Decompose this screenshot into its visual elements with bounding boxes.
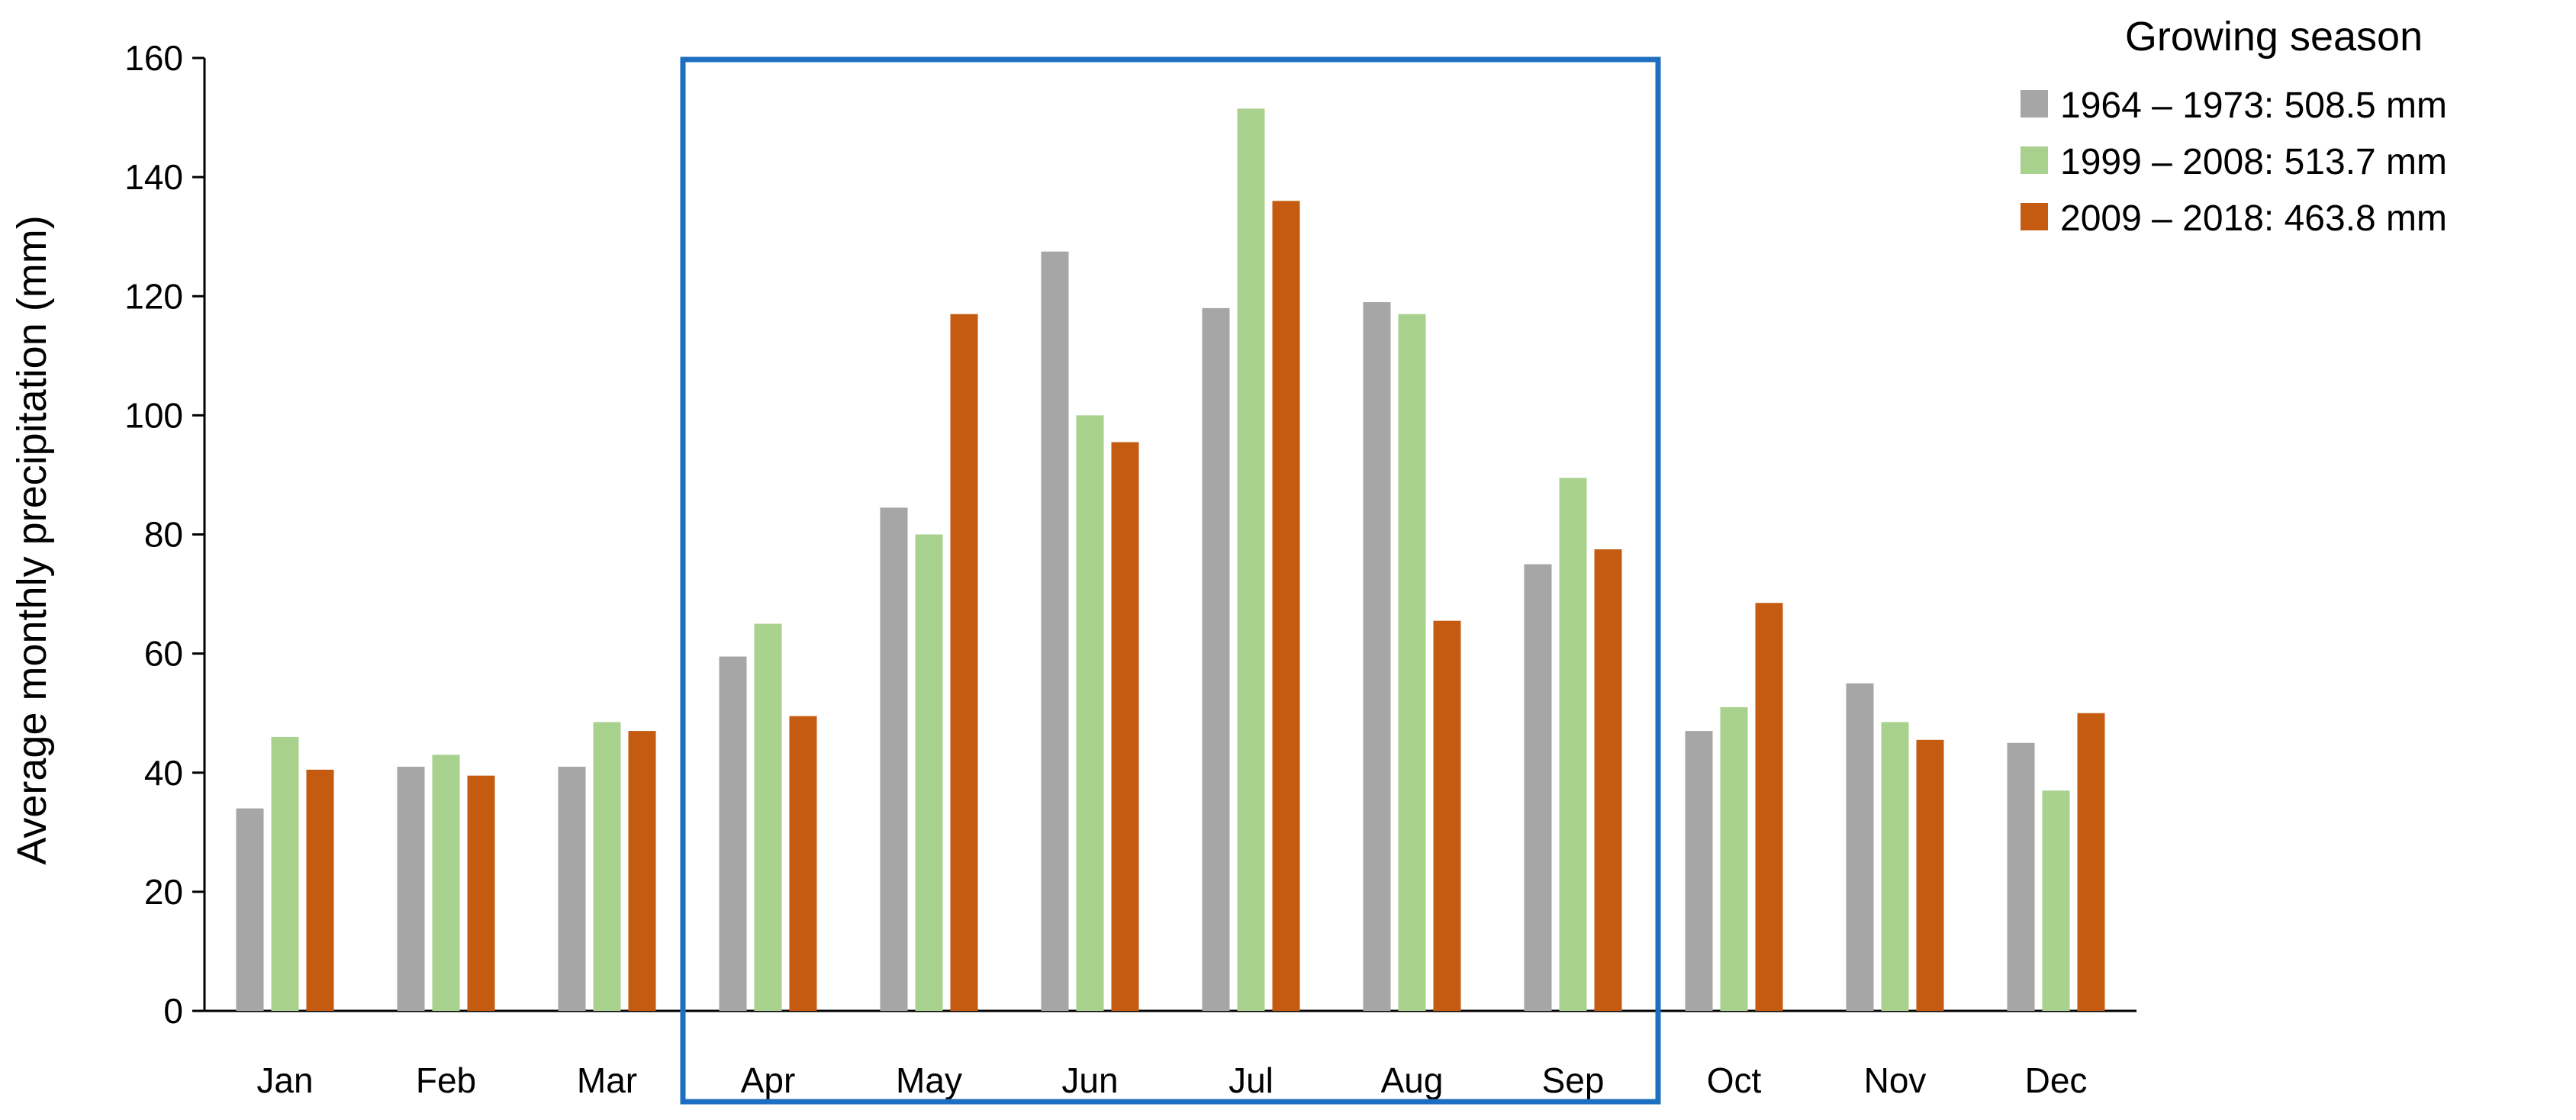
bar-jun-series-2 (1076, 415, 1104, 1011)
y-tick-label: 160 (124, 38, 183, 78)
legend: Growing season 1964 – 1973: 508.5 mm 1999… (2021, 14, 2447, 239)
bar-jan-series-2 (271, 736, 299, 1011)
x-tick-label-feb: Feb (416, 1060, 476, 1100)
bar-mar-series-2 (593, 722, 621, 1011)
x-tick-label-jun: Jun (1061, 1060, 1118, 1100)
bar-jan-series-3 (306, 769, 334, 1011)
legend-swatch-3 (2021, 203, 2048, 230)
bar-dec-series-2 (2042, 790, 2070, 1011)
y-axis-title: Average monthly precipitation (mm) (9, 215, 55, 864)
legend-title: Growing season (2125, 14, 2423, 60)
legend-swatch-2 (2021, 146, 2048, 174)
bar-nov-series-3 (1916, 739, 1944, 1011)
bar-sep-series-1 (1524, 564, 1552, 1011)
bar-sep-series-2 (1559, 478, 1587, 1011)
bar-dec-series-3 (2077, 713, 2105, 1011)
bar-jul-series-2 (1237, 108, 1265, 1011)
bar-jun-series-3 (1111, 442, 1139, 1011)
bar-dec-series-1 (2007, 742, 2035, 1011)
bar-feb-series-2 (432, 755, 460, 1011)
bar-aug-series-1 (1363, 302, 1391, 1011)
x-tick-label-dec: Dec (2025, 1060, 2088, 1100)
bar-mar-series-1 (558, 766, 586, 1011)
bar-may-series-3 (950, 314, 978, 1011)
legend-entry-1: 1964 – 1973: 508.5 mm (2060, 85, 2447, 126)
x-tick-labels: Jan Feb Mar Apr May Jun Jul Aug Sep Oct Nov Dec (256, 1060, 2087, 1100)
x-tick-label-jan: Jan (256, 1060, 313, 1100)
bar-apr-series-3 (789, 716, 817, 1011)
y-tick-label: 140 (124, 157, 183, 197)
y-tick-label: 80 (144, 515, 183, 555)
x-tick-label-sep: Sep (1542, 1060, 1605, 1100)
x-tick-label-aug: Aug (1381, 1060, 1444, 1100)
y-tick-label: 0 (163, 991, 183, 1031)
bars (236, 108, 2105, 1012)
bar-nov-series-1 (1846, 683, 1874, 1011)
x-tick-label-may: May (896, 1060, 962, 1100)
bar-apr-series-2 (754, 623, 782, 1011)
bar-jul-series-1 (1202, 307, 1230, 1011)
x-tick-label-apr: Apr (741, 1060, 796, 1100)
bar-aug-series-2 (1398, 314, 1426, 1011)
bar-oct-series-2 (1720, 706, 1748, 1011)
bar-sep-series-3 (1594, 549, 1622, 1011)
bar-oct-series-1 (1685, 731, 1713, 1011)
y-tick-label: 40 (144, 753, 183, 793)
bar-oct-series-3 (1755, 603, 1783, 1011)
y-tick-label: 100 (124, 395, 183, 435)
bar-may-series-1 (880, 507, 908, 1011)
legend-entry-3: 2009 – 2018: 463.8 mm (2060, 198, 2447, 239)
axes: 0 20 40 60 80 100 120 140 160 (124, 38, 2136, 1031)
bar-jun-series-1 (1041, 251, 1069, 1011)
bar-feb-series-3 (467, 775, 495, 1011)
bar-may-series-2 (915, 534, 943, 1011)
x-tick-label-nov: Nov (1864, 1060, 1927, 1100)
bar-jul-series-3 (1272, 201, 1300, 1012)
x-tick-label-oct: Oct (1707, 1060, 1762, 1100)
x-tick-label-mar: Mar (577, 1060, 637, 1100)
y-tick-label: 120 (124, 276, 183, 316)
bar-mar-series-3 (628, 731, 656, 1011)
bar-feb-series-1 (397, 766, 425, 1011)
bar-apr-series-1 (719, 656, 747, 1011)
bar-jan-series-1 (236, 808, 264, 1011)
x-tick-label-jul: Jul (1228, 1060, 1274, 1100)
legend-swatch-1 (2021, 90, 2048, 117)
bar-nov-series-2 (1881, 722, 1909, 1011)
y-tick-label: 60 (144, 634, 183, 674)
growing-season-box (680, 56, 1661, 1105)
y-tick-label: 20 (144, 872, 183, 912)
growing-season-highlight (680, 56, 1661, 1105)
bar-aug-series-3 (1433, 620, 1461, 1011)
legend-entry-2: 1999 – 2008: 513.7 mm (2060, 142, 2447, 182)
